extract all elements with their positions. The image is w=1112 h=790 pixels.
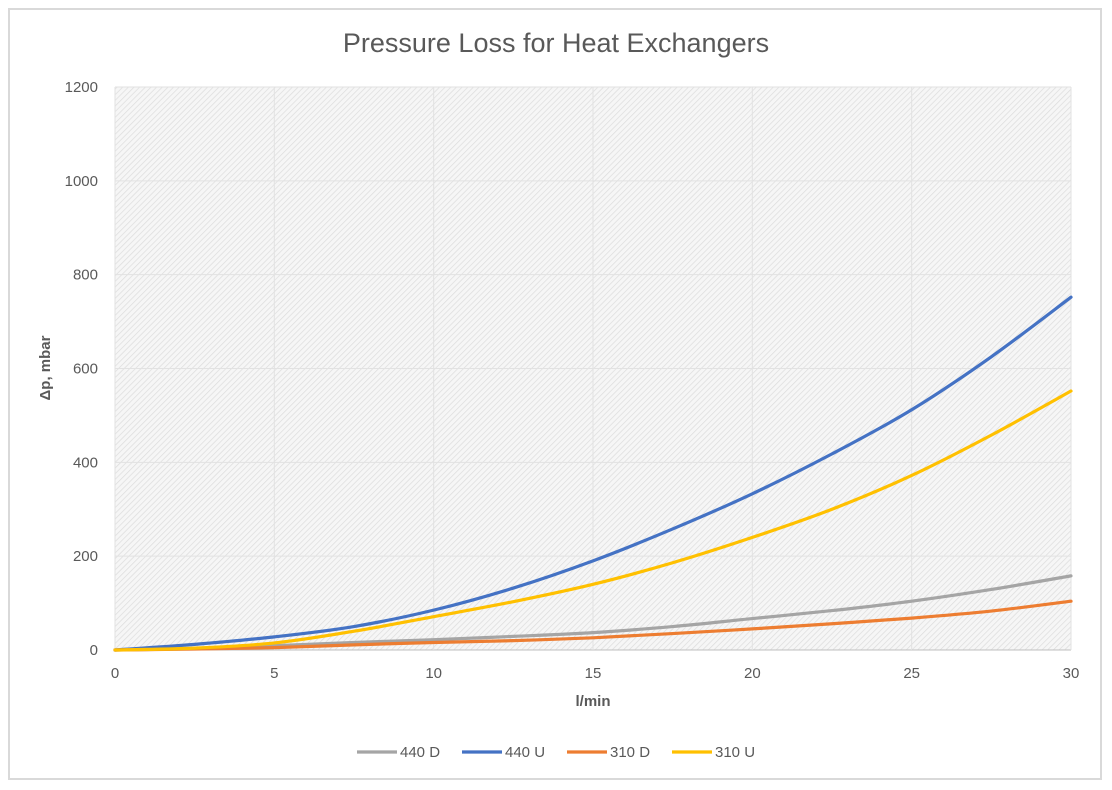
series-line-310-u — [113, 389, 1073, 652]
gridlines — [114, 86, 1072, 651]
series-line-310-d — [113, 599, 1073, 652]
series-line-440-d — [113, 574, 1073, 652]
legend-label: 440 U — [505, 744, 545, 761]
x-tick-label: 0 — [111, 665, 119, 682]
x-tick-label: 10 — [425, 665, 442, 682]
series-lines — [113, 295, 1073, 652]
y-axis-title: Δp, mbar — [37, 335, 54, 400]
legend: 440 D 440 U 310 D 310 U — [357, 744, 755, 761]
x-tick-label: 30 — [1063, 665, 1080, 682]
y-tick-label: 0 — [90, 642, 98, 659]
legend-label: 310 U — [715, 744, 755, 761]
legend-label: 440 D — [400, 744, 440, 761]
chart-title: Pressure Loss for Heat Exchangers — [343, 28, 769, 58]
y-tick-label: 1000 — [65, 173, 98, 190]
y-tick-label: 200 — [73, 548, 98, 565]
legend-item-440-d: 440 D — [357, 744, 440, 761]
y-tick-label: 400 — [73, 454, 98, 471]
x-axis-ticks: 0 5 10 15 20 25 30 — [111, 665, 1080, 682]
legend-item-310-d: 310 D — [567, 744, 650, 761]
legend-item-440-u: 440 U — [462, 744, 545, 761]
y-tick-label: 600 — [73, 361, 98, 378]
x-tick-label: 25 — [903, 665, 920, 682]
x-axis-title: l/min — [575, 693, 610, 710]
x-tick-label: 20 — [744, 665, 761, 682]
legend-label: 310 D — [610, 744, 650, 761]
y-tick-label: 800 — [73, 267, 98, 284]
y-tick-label: 1200 — [65, 79, 98, 96]
x-tick-label: 15 — [585, 665, 602, 682]
series-line-440-u — [113, 295, 1073, 652]
y-axis-ticks: 0 200 400 600 800 1000 1200 — [65, 79, 98, 659]
x-tick-label: 5 — [270, 665, 278, 682]
legend-item-310-u: 310 U — [672, 744, 755, 761]
